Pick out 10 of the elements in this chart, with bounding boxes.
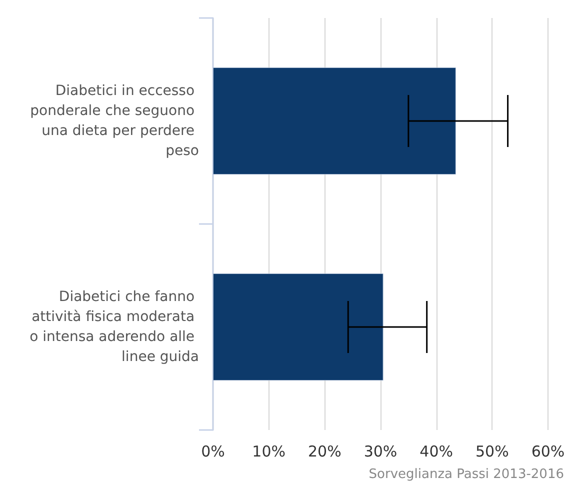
y-tick-label: Diabetici in eccesso ponderale che seguono una dieta per perdere peso [30, 83, 199, 159]
x-tick-label: 10% [252, 442, 286, 460]
x-tick-label: 40% [420, 442, 454, 460]
x-tick-label: 50% [475, 442, 509, 460]
x-tick-label: 0% [201, 442, 225, 460]
text: Sorveglianza Passi 2013-2016 [368, 467, 564, 482]
y-tick-label: Diabetici che fanno attività fisica moderata o intensa aderendo alle linee guida [30, 289, 199, 365]
x-tick-label: 30% [364, 442, 398, 460]
x-tick-label: 20% [308, 442, 342, 460]
x-tick-label: 60% [531, 442, 565, 460]
